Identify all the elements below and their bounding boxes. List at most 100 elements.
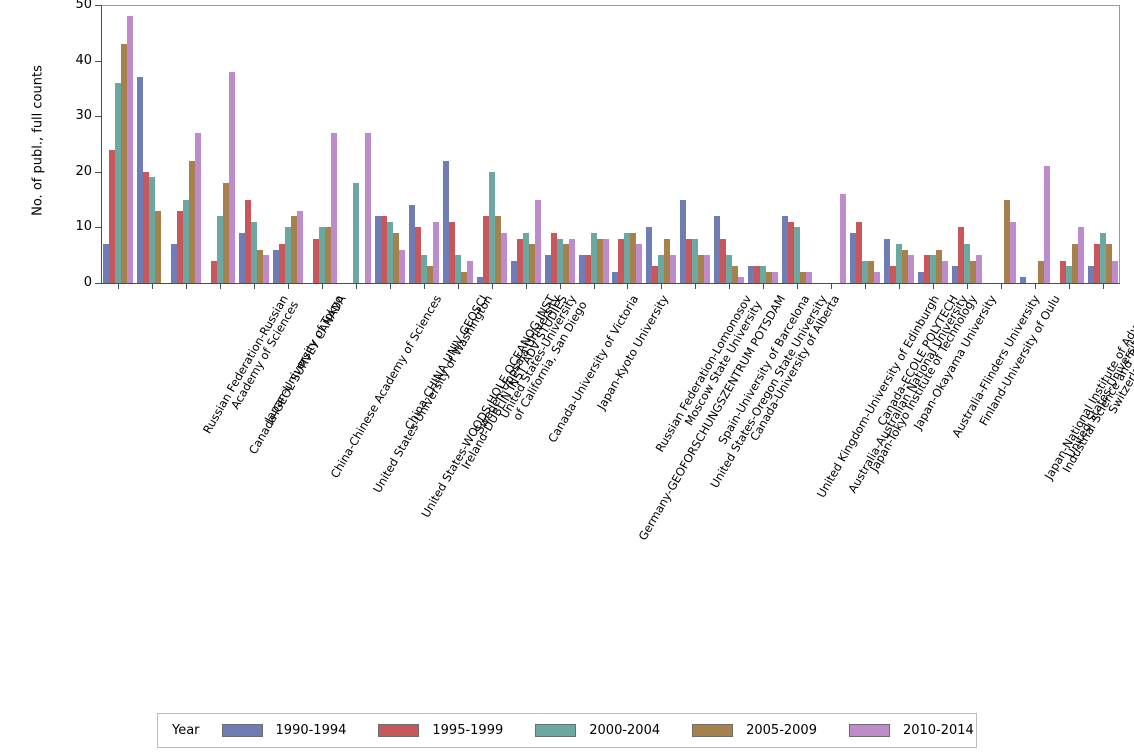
bar — [578, 255, 585, 283]
bar — [630, 232, 637, 283]
bar — [942, 260, 949, 283]
bar — [902, 249, 909, 283]
bar — [738, 277, 745, 283]
bar — [482, 216, 489, 283]
x-tick-label: United States-University of California, … — [496, 292, 590, 423]
bar — [216, 216, 223, 283]
bar — [136, 77, 143, 283]
bar — [330, 132, 337, 283]
x-tick-label: Canada-University of Alberta — [747, 292, 843, 444]
y-tick-label: 20 — [75, 163, 92, 179]
bar — [194, 132, 201, 283]
bars-layer — [101, 5, 1120, 283]
y-tick-mark — [95, 227, 101, 229]
legend-label: 1995-1999 — [432, 723, 504, 738]
bar — [788, 221, 795, 283]
x-tick-mark — [117, 284, 119, 289]
bar — [964, 244, 971, 283]
legend-entries: 1990-1994 1995-1999 2000-2004 2005-2009 2010… — [221, 723, 1006, 738]
bar — [386, 221, 393, 283]
bar — [510, 260, 517, 283]
bar — [1066, 266, 1073, 283]
bar — [102, 244, 109, 283]
legend-entry[interactable]: 1995-1999 — [378, 723, 503, 738]
x-tick-label: China-Chinese Academy of Sciences — [327, 292, 445, 481]
bar — [126, 16, 133, 283]
y-tick-mark — [95, 116, 101, 118]
bar — [312, 238, 319, 283]
bar — [794, 227, 801, 283]
x-tick-mark — [865, 284, 867, 289]
x-tick-label: Russian Federation-Russian Academy of Sc… — [199, 292, 302, 436]
bar — [188, 160, 195, 283]
bar — [908, 255, 915, 283]
bar — [1038, 260, 1045, 283]
legend-entry[interactable]: 2000-2004 — [535, 723, 660, 738]
bar — [624, 232, 631, 283]
x-tick-label: China-CHINA UNIV GEOSCI — [401, 292, 491, 433]
bar — [568, 238, 575, 283]
y-axis-title: No. of publ., full counts — [30, 65, 46, 216]
x-tick-mark — [389, 284, 391, 289]
x-tick-mark — [1035, 284, 1037, 289]
bar — [250, 221, 257, 283]
bar — [664, 238, 671, 283]
bar — [714, 216, 721, 283]
bar — [244, 199, 251, 283]
x-tick-label: Sweden-Uppsala University — [471, 292, 563, 436]
x-tick-mark — [219, 284, 221, 289]
bar — [374, 216, 381, 283]
bar — [148, 177, 155, 283]
bar — [392, 232, 399, 283]
bar — [856, 221, 863, 283]
x-tick-mark — [695, 284, 697, 289]
bar — [850, 232, 857, 283]
x-tick-label: Switzerland-ETH Zurich — [1105, 293, 1134, 417]
bar — [432, 221, 439, 283]
bar — [686, 238, 693, 283]
bar — [748, 266, 755, 283]
x-tick-mark — [423, 284, 425, 289]
bar — [272, 249, 279, 283]
bar — [290, 216, 297, 283]
legend-title: Year — [172, 723, 200, 738]
bar — [352, 182, 359, 283]
bar — [936, 249, 943, 283]
bar — [176, 210, 183, 283]
bar — [720, 238, 727, 283]
bar — [1112, 260, 1119, 283]
bar — [670, 255, 677, 283]
y-tick-label: 50 — [75, 0, 92, 12]
x-tick-label: Japan-Tokyo Institute of Technology — [867, 292, 981, 475]
bar — [766, 271, 773, 283]
x-tick-label: Japan-Okayama University — [910, 292, 1000, 432]
x-tick-label: Finland-University of Oulu — [976, 292, 1063, 429]
bar — [1060, 260, 1067, 283]
x-tick-label: Japan-National Institute of Advanced Ind… — [1041, 292, 1134, 483]
legend-swatch — [221, 724, 263, 737]
bar — [420, 255, 427, 283]
x-tick-label: Japan-Kyoto University — [593, 292, 671, 413]
bar — [1044, 166, 1051, 283]
x-tick-mark — [831, 284, 833, 289]
bar — [874, 271, 881, 283]
legend-swatch — [692, 724, 734, 737]
bar — [970, 260, 977, 283]
x-tick-label: United Kingdom-University of Edinburgh — [814, 292, 943, 501]
x-tick-mark — [1103, 284, 1105, 289]
legend: Year 1990-1994 1995-1999 2000-2004 2005-200… — [157, 713, 977, 748]
x-tick-label: United States-University of Utah — [1063, 293, 1134, 461]
legend-swatch — [378, 724, 420, 737]
legend-entry[interactable]: 2005-2009 — [692, 723, 817, 738]
y-tick-mark — [95, 171, 101, 173]
legend-entry[interactable]: 1990-1994 — [221, 723, 347, 738]
legend-entry[interactable]: 2010-2014 — [848, 723, 974, 738]
bar — [1106, 244, 1113, 283]
bar — [602, 238, 609, 283]
bar — [108, 149, 115, 283]
legend-label: 1990-1994 — [275, 723, 347, 738]
y-tick-mark — [95, 283, 101, 284]
x-tick-label: Spain-University of Barcelona — [715, 292, 813, 447]
x-tick-mark — [763, 284, 765, 289]
